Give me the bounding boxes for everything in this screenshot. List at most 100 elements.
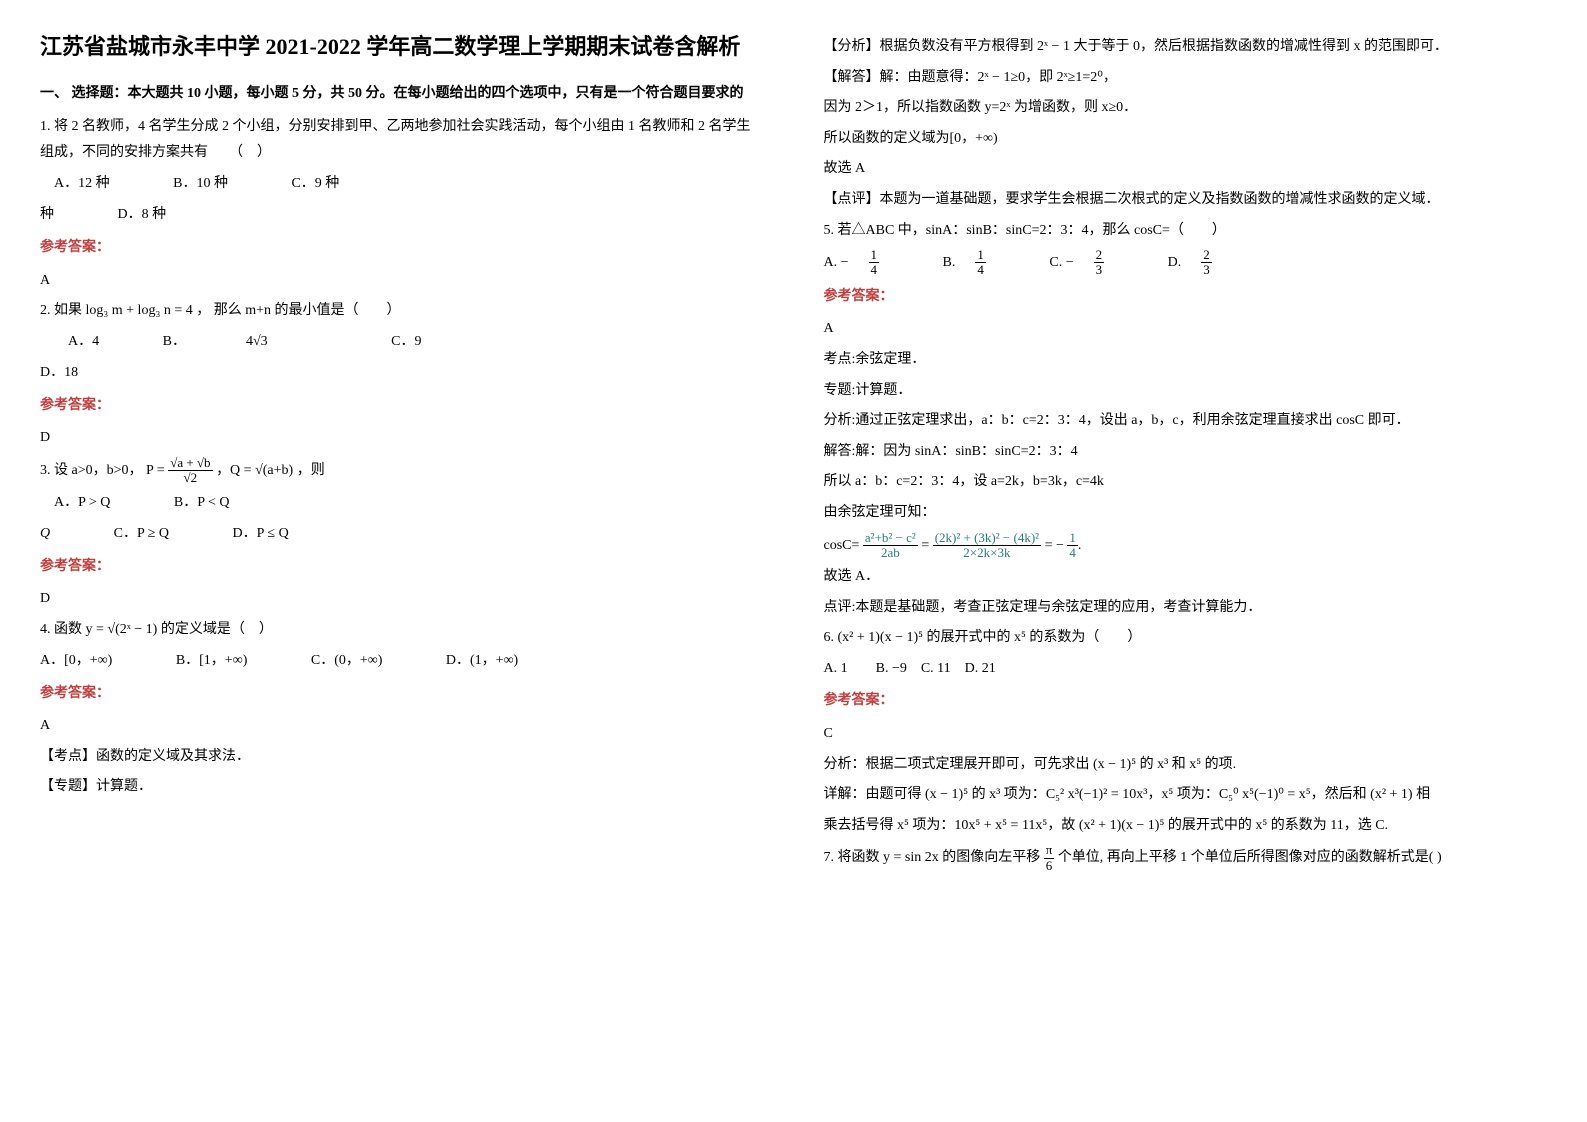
q5-a-pre: A. − — [824, 250, 849, 277]
q6-mid: 的展开式中的 — [923, 630, 1014, 645]
q6-xiangjie-1: 详解：由题可得 (x − 1)⁵ 的 x³ 项为：C₅² x³(−1)² = 1… — [824, 782, 1548, 809]
q6-xj2-sum: 10x⁵ + x⁵ = 11x⁵ — [954, 818, 1047, 833]
q2-opt-d: D．18 — [40, 360, 764, 387]
q4-jieda-3: 所以函数的定义域为[0，+∞) — [824, 126, 1548, 153]
q2-opt-a: A．4 — [68, 329, 99, 356]
q5-cos-n1: a²+b² − c² — [863, 531, 918, 546]
q6-xj-t2: ，x⁵ 项为： — [1147, 787, 1218, 802]
q6-xj2-t5: 项为： — [909, 818, 955, 833]
q5-j3: 由余弦定理可知： — [824, 500, 1548, 527]
q5-opt-d: D. 23 — [1168, 248, 1252, 278]
right-column: 【分析】根据负数没有平方根得到 2ˣ − 1 大于等于 0，然后根据指数函数的增… — [824, 30, 1548, 1092]
q5-opt-b: B. 14 — [943, 248, 1026, 278]
q4-kaodian: 【考点】函数的定义域及其求法． — [40, 744, 764, 771]
q5-c-d: 3 — [1094, 263, 1105, 277]
q5-c-n: 2 — [1094, 248, 1105, 263]
q5-a-d: 4 — [869, 263, 880, 277]
q3-P-lhs: P = — [146, 463, 168, 478]
q6-ans: C — [824, 721, 1548, 748]
q3-ans: D — [40, 586, 764, 613]
q1-ans-label: 参考答案： — [40, 235, 764, 262]
q4-stem-post: 的定义域是（ ） — [157, 622, 273, 637]
q6-xj-t1: 的 x³ 项为： — [968, 787, 1046, 802]
q6-xj2-pre: 乘去括号得 — [824, 818, 898, 833]
q4-opt-b: B．[1，+∞) — [176, 648, 248, 675]
q6-xj-e1: (x − 1)⁵ — [925, 787, 968, 802]
q4-opt-d: D．(1，+∞) — [446, 648, 518, 675]
q6-ans-label: 参考答案： — [824, 688, 1548, 715]
q5-cos-res-pre: = − — [1041, 538, 1067, 553]
q5-cos-d2: 2×2k×3k — [933, 546, 1041, 560]
q3-Q-expr: √(a+b) — [255, 463, 293, 478]
q6-xj-e2: (x² + 1) — [1370, 787, 1412, 802]
section-1-heading: 一、 选择题：本大题共 10 小题，每小题 5 分，共 50 分。在每小题给出的… — [40, 81, 764, 108]
q5-dianping: 点评:本题是基础题，考查正弦定理与余弦定理的应用，考查计算能力． — [824, 595, 1548, 622]
q4-fenxi: 【分析】根据负数没有平方根得到 2ˣ − 1 大于等于 0，然后根据指数函数的增… — [824, 34, 1548, 61]
q6-xj2-e3: (x² + 1)(x − 1)⁵ — [1079, 818, 1165, 833]
q4-stem: 4. 函数 y = √(2ˣ − 1) 的定义域是（ ） — [40, 617, 764, 644]
q6-pre: 6. — [824, 630, 838, 645]
q3-stem-pre: 3. 设 a>0，b>0， — [40, 463, 143, 478]
q5-stem: 5. 若△ABC 中，sinA：sinB：sinC=2：3：4，那么 cosC=… — [824, 218, 1548, 245]
q7-pre: 7. 将函数 — [824, 850, 884, 865]
q3-ans-label: 参考答案： — [40, 554, 764, 581]
q2-ans: D — [40, 425, 764, 452]
q5-fenxi: 分析:通过正弦定理求出，a：b：c=2：3：4，设出 a，b，c，利用余弦定理直… — [824, 408, 1548, 435]
q2-stem-post: ， 那么 m+n 的最小值是（ ） — [193, 303, 401, 318]
q6-post: 的系数为（ ） — [1026, 630, 1142, 645]
q1-options-row1: A．12 种 B．10 种 C．9 种 — [40, 171, 764, 198]
q2-expr: log₃ m + log₃ n = 4 — [86, 303, 193, 318]
q4-fn: y = √(2ˣ − 1) — [86, 622, 158, 637]
q1-opt-d: D．8 种 — [118, 202, 167, 229]
q7-fn: y = sin 2x — [883, 850, 939, 865]
q5-cos-lhs: cosC= — [824, 538, 863, 553]
q3-opt-b-cont: Q — [40, 521, 50, 548]
q5-ans: A — [824, 316, 1548, 343]
q5-b-n: 1 — [975, 248, 986, 263]
q4-jieda-1: 【解答】解：由题意得：2ˣ − 1≥0，即 2ˣ≥1=2⁰， — [824, 65, 1548, 92]
q4-options: A．[0，+∞) B．[1，+∞) C．(0，+∞) D．(1，+∞) — [40, 648, 764, 675]
q3-opt-b: B．P < Q — [174, 490, 230, 517]
q1-opt-b: B．10 种 — [173, 171, 228, 198]
q3-stem-post: ，则 — [297, 463, 325, 478]
q6-f-expr: (x − 1)⁵ — [1093, 757, 1136, 772]
q5-kaodian: 考点:余弦定理． — [824, 347, 1548, 374]
q6-options: A. 1 B. −9 C. 11 D. 21 — [824, 656, 1548, 683]
q6-xj-pre: 详解：由题可得 — [824, 787, 926, 802]
q1-options-row2: 种 D．8 种 — [40, 202, 764, 229]
q1-stem: 1. 将 2 名教师，4 名学生分成 2 个小组，分别安排到甲、乙两地参加社会实… — [40, 114, 764, 167]
q4-opt-c: C．(0，+∞) — [311, 648, 383, 675]
q4-dianping: 【点评】本题为一道基础题，要求学生会根据二次根式的定义及指数函数的增减性求函数的… — [824, 187, 1548, 214]
q6-fenxi: 分析：根据二项式定理展开即可，可先求出 (x − 1)⁵ 的 x³ 和 x⁵ 的… — [824, 752, 1548, 779]
q6-xj2-t6: ，故 — [1047, 818, 1079, 833]
q5-period: . — [1078, 538, 1082, 553]
q4-opt-a: A．[0，+∞) — [40, 648, 112, 675]
q5-cos-eq: cosC= a²+b² − c²2ab = (2k)² + (3k)² − (4… — [824, 531, 1548, 561]
q2-opt-c: C．9 — [391, 329, 421, 356]
q2-stem: 2. 如果 log₃ m + log₃ n = 4 ， 那么 m+n 的最小值是… — [40, 298, 764, 325]
q5-d-pre: D. — [1168, 250, 1182, 277]
q5-j2: 所以 a：b：c=2：3：4，设 a=2k，b=3k，c=4k — [824, 469, 1548, 496]
q5-cos-d1: 2ab — [863, 546, 918, 560]
q2-options-row1: A．4 B．4√3 C．9 — [40, 329, 764, 356]
q7-shift-n: π — [1044, 843, 1055, 858]
q1-opt-a: A．12 种 — [40, 171, 110, 198]
q5-options: A. −14 B. 14 C. −23 D. 23 — [824, 248, 1548, 278]
q6-f-post: 的 x³ 和 x⁵ 的项. — [1136, 757, 1236, 772]
q3-P-den: √2 — [168, 471, 212, 485]
q4-jieda-4: 故选 A — [824, 156, 1548, 183]
q1-ans: A — [40, 268, 764, 295]
q6-stem: 6. (x² + 1)(x − 1)⁵ 的展开式中的 x⁵ 的系数为（ ） — [824, 625, 1548, 652]
q6-xiangjie-2: 乘去括号得 x⁵ 项为：10x⁵ + x⁵ = 11x⁵，故 (x² + 1)(… — [824, 813, 1548, 840]
q3-options-row2: Q C．P ≥ Q D．P ≤ Q — [40, 521, 764, 548]
q4-ans: A — [40, 713, 764, 740]
q5-ans-label: 参考答案： — [824, 284, 1548, 311]
q6-xj2-t8: 的系数为 11，选 C. — [1267, 818, 1388, 833]
q7-post: 个单位, 再向上平移 1 个单位后所得图像对应的函数解析式是( ) — [1054, 850, 1441, 865]
q3-options-row1: A．P > Q B．P < Q — [40, 490, 764, 517]
q2-opt-b-expr: 4√3 — [246, 329, 268, 356]
q2-opt-b: B．4√3 — [163, 329, 328, 356]
q5-cos-rd: 4 — [1067, 546, 1078, 560]
q6-xj-c2: C₅⁰ x⁵(−1)⁰ = x⁵ — [1219, 787, 1311, 802]
left-column: 江苏省盐城市永丰中学 2021-2022 学年高二数学理上学期期末试卷含解析 一… — [40, 30, 764, 1092]
